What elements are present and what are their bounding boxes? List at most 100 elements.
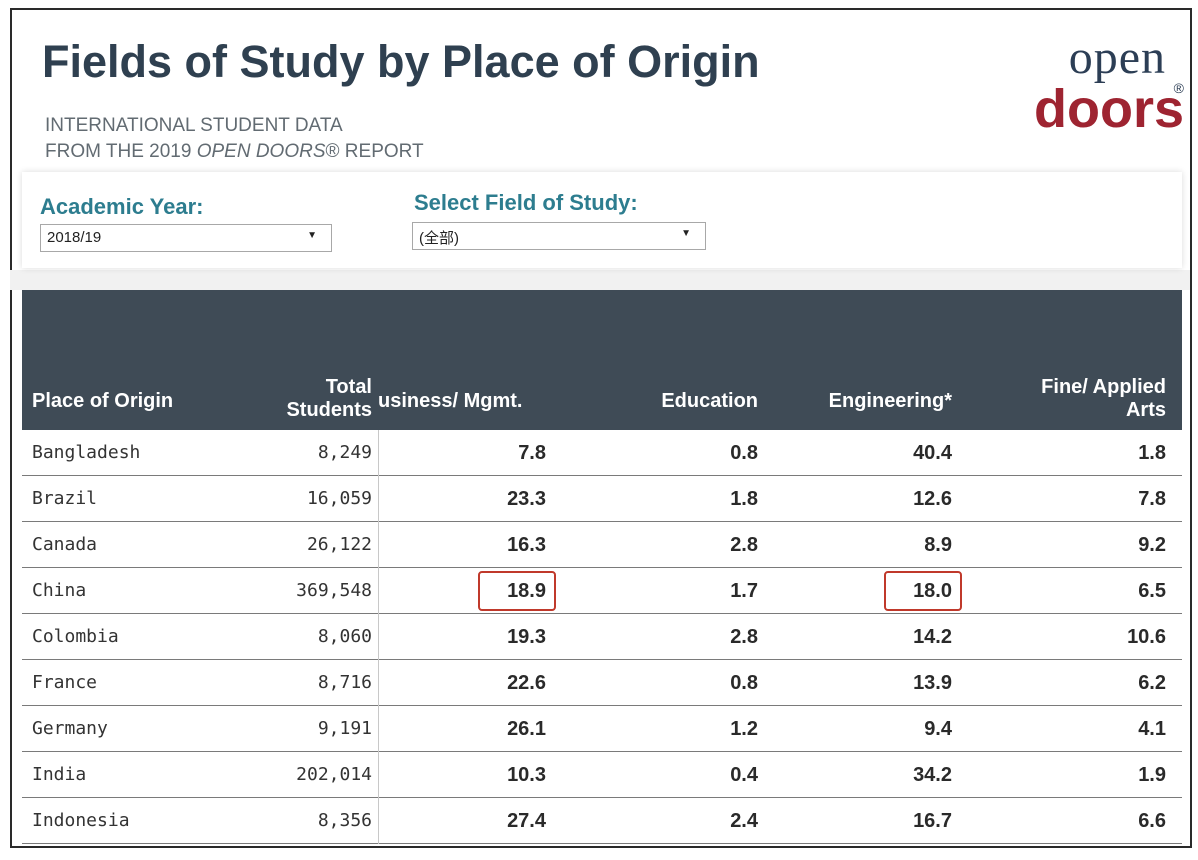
column-divider [378,706,379,752]
cell-total: 8,060 [317,626,372,647]
column-divider [378,476,379,522]
table-row[interactable]: Canada 26,122 16.3 2.8 8.9 9.2 [22,522,1182,568]
logo-open-text: open [1068,31,1166,84]
subtitle-line2: FROM THE 2019 OPEN DOORS® REPORT [45,139,424,165]
header-fine-applied-arts[interactable]: Fine/ Applied Arts [1041,376,1166,422]
subtitle-suffix: ® REPORT [325,141,424,162]
subtitle: INTERNATIONAL STUDENT DATA FROM THE 2019… [45,113,424,165]
cell-engineering: 12.6 [913,488,952,510]
cell-engineering: 18.0 [913,580,952,602]
page-title: Fields of Study by Place of Origin [42,36,760,87]
cell-education: 1.7 [730,580,758,602]
chevron-down-icon: ▼ [681,228,691,239]
cell-engineering: 34.2 [913,764,952,786]
highlight-box [478,571,556,611]
cell-education: 0.8 [730,442,758,464]
cell-country: Brazil [32,488,98,509]
field-of-study-select[interactable]: (全部) ▼ [412,222,706,250]
cell-business: 18.9 [507,580,546,602]
header-total-students[interactable]: Total Students [286,376,372,422]
header-education[interactable]: Education [661,390,758,412]
header-business-mgmt[interactable]: usiness/ Mgmt. [378,390,523,412]
highlight-box [884,571,962,611]
column-divider [378,430,379,476]
header-fine-line2: Arts [1125,399,1166,421]
cell-country: France [32,672,98,693]
field-of-study-label: Select Field of Study: [414,190,638,215]
cell-engineering: 8.9 [924,534,952,556]
academic-year-select[interactable]: 2018/19 ▼ [40,224,332,252]
header-fine-line1: Fine/ Applied [1041,376,1166,398]
open-doors-logo[interactable]: open ® doors [1009,30,1184,150]
table-header: Place of Origin Total Students usiness/ … [22,290,1182,430]
logo-doors-text: doors [1033,79,1184,139]
subtitle-line1: INTERNATIONAL STUDENT DATA [45,115,343,136]
cell-total: 9,191 [317,718,372,739]
cell-engineering: 40.4 [913,442,952,464]
chevron-down-icon: ▼ [307,230,317,241]
cell-total: 369,548 [296,580,372,601]
cell-business: 19.3 [507,626,546,648]
academic-year-label: Academic Year: [40,194,204,219]
cell-business: 23.3 [507,488,546,510]
cell-country: China [32,580,87,601]
header-engineering[interactable]: Engineering* [828,390,952,412]
cell-business: 7.8 [518,442,546,464]
table-row[interactable]: China 369,548 18.9 1.7 18.0 6.5 [22,568,1182,614]
table-row[interactable]: France 8,716 22.6 0.8 13.9 6.2 [22,660,1182,706]
cell-total: 16,059 [306,488,372,509]
cell-education: 1.2 [730,718,758,740]
table-row[interactable]: Colombia 8,060 19.3 2.8 14.2 10.6 [22,614,1182,660]
column-divider [378,568,379,614]
cell-engineering: 9.4 [924,718,952,740]
cell-education: 0.4 [730,764,758,786]
cell-total: 8,716 [317,672,372,693]
column-divider [378,660,379,706]
cell-country: Germany [32,718,108,739]
cell-business: 22.6 [507,672,546,694]
column-divider [378,522,379,568]
table-row[interactable]: Brazil 16,059 23.3 1.8 12.6 7.8 [22,476,1182,522]
header-total-line1: Total [325,376,372,398]
cell-engineering: 16.7 [913,810,952,832]
cell-education: 1.8 [730,488,758,510]
cell-fine-arts: 6.2 [1138,672,1166,694]
cell-business: 16.3 [507,534,546,556]
subtitle-italic: OPEN DOORS [196,141,326,162]
cell-business: 10.3 [507,764,546,786]
header-total-line2: Students [286,399,372,421]
field-of-study-value: (全部) [419,230,459,247]
cell-fine-arts: 10.6 [1127,626,1166,648]
column-divider [378,614,379,660]
cell-country: Indonesia [32,810,130,831]
header-place-of-origin[interactable]: Place of Origin [32,390,174,412]
cell-fine-arts: 9.2 [1138,534,1166,556]
cell-education: 2.8 [730,626,758,648]
cell-education: 2.8 [730,534,758,556]
filter-separator [10,270,1190,290]
cell-country: India [32,764,87,785]
cell-business: 27.4 [507,810,546,832]
cell-engineering: 14.2 [913,626,952,648]
cell-country: Bangladesh [32,442,141,463]
cell-business: 26.1 [507,718,546,740]
cell-fine-arts: 1.9 [1138,764,1166,786]
logo-registered-mark: ® [1173,80,1184,96]
cell-country: Canada [32,534,98,555]
subtitle-prefix: FROM THE 2019 [45,141,197,162]
cell-fine-arts: 6.5 [1138,580,1166,602]
table-row[interactable]: India 202,014 10.3 0.4 34.2 1.9 [22,752,1182,798]
cell-fine-arts: 1.8 [1138,442,1166,464]
cell-fine-arts: 6.6 [1138,810,1166,832]
table-row[interactable]: Bangladesh 8,249 7.8 0.8 40.4 1.8 [22,430,1182,476]
column-divider [378,752,379,798]
cell-total: 8,356 [317,810,372,831]
table-row[interactable]: Indonesia 8,356 27.4 2.4 16.7 6.6 [22,798,1182,844]
table-row[interactable]: Germany 9,191 26.1 1.2 9.4 4.1 [22,706,1182,752]
cell-education: 2.4 [730,810,758,832]
cell-education: 0.8 [730,672,758,694]
filter-panel: Academic Year: 2018/19 ▼ Select Field of… [22,172,1182,268]
cell-total: 8,249 [317,442,372,463]
cell-total: 26,122 [306,534,372,555]
academic-year-value: 2018/19 [47,229,102,246]
